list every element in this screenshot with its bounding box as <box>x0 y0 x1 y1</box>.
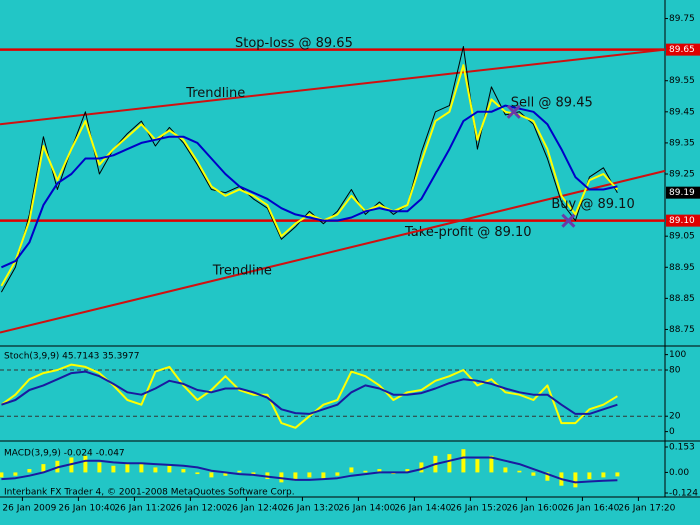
bar <box>489 455 494 473</box>
footer: Interbank FX Trader 4, © 2001-2008 MetaQ… <box>4 488 295 498</box>
price-box <box>666 43 700 56</box>
series-line <box>0 363 618 429</box>
y-tick-label: 89.75 <box>669 14 695 24</box>
price-box <box>666 214 700 227</box>
x-tick-label: 26 Jan 12:00 <box>170 504 227 514</box>
bar <box>97 462 102 473</box>
bar <box>307 472 312 478</box>
panel-title: MACD(3,9,9) -0.024 -0.047 <box>4 449 125 459</box>
x-tick-label: 26 Jan 11:20 <box>114 504 171 514</box>
x-tick-label: 26 Jan 14:00 <box>338 504 395 514</box>
annotation: Trendline <box>185 86 245 101</box>
series-line <box>0 104 618 269</box>
y-tick-label: 88.95 <box>669 263 695 273</box>
bar <box>13 472 18 476</box>
bar <box>181 469 186 473</box>
bar <box>447 454 452 473</box>
bar <box>531 472 536 476</box>
bar <box>461 449 466 473</box>
bar <box>405 469 410 473</box>
bar <box>419 462 424 473</box>
y-tick-label: 80 <box>669 366 681 376</box>
bar <box>41 464 46 473</box>
x-tick-label: 26 Jan 12:40 <box>226 504 283 514</box>
price-box-label: 89.10 <box>669 216 695 226</box>
y-tick-label: 88.85 <box>669 294 695 304</box>
y-tick-label: 100 <box>669 350 686 360</box>
bar <box>573 472 578 488</box>
bar <box>27 469 32 473</box>
annotation: Trendline <box>212 263 272 278</box>
price-box <box>666 186 700 199</box>
price-box-label: 89.65 <box>669 45 695 55</box>
x-tick-label: 26 Jan 13:20 <box>282 504 339 514</box>
y-tick-label: 89.35 <box>669 138 695 148</box>
bar <box>545 472 550 481</box>
bar <box>517 470 522 473</box>
y-tick-label: 89.05 <box>669 232 695 242</box>
annotation: Buy @ 89.10 <box>551 197 634 212</box>
bar <box>237 470 242 473</box>
series-line <box>1 370 618 415</box>
bar <box>587 472 592 480</box>
bar <box>321 472 326 480</box>
annotation: Take-profit @ 89.10 <box>404 225 532 240</box>
y-tick-label: 89.45 <box>669 107 695 117</box>
panel-title: Stoch(3,9,9) 45.7143 35.3977 <box>4 352 139 362</box>
bar <box>223 472 228 476</box>
bar <box>615 472 620 477</box>
bar <box>0 472 4 478</box>
x-tick-label: 26 Jan 16:00 <box>506 504 563 514</box>
bar <box>475 459 480 473</box>
y-tick-label: 0 <box>669 427 675 437</box>
bar <box>377 469 382 473</box>
x-tick-label: 26 Jan 14:40 <box>394 504 451 514</box>
bar <box>111 465 116 473</box>
bar <box>83 455 88 473</box>
bar <box>503 467 508 473</box>
bar <box>601 472 606 478</box>
bar <box>293 472 298 481</box>
bar <box>209 472 214 478</box>
bar <box>153 467 158 473</box>
x-tick-label: 26 Jan 10:40 <box>58 504 115 514</box>
bar <box>167 465 172 473</box>
trendline <box>0 169 666 334</box>
bar <box>139 462 144 473</box>
bar <box>363 470 368 473</box>
annotation: Sell @ 89.45 <box>511 95 593 110</box>
x-tick-label: 26 Jan 17:20 <box>618 504 675 514</box>
bar <box>335 472 340 476</box>
trade-marker <box>506 104 521 119</box>
y-tick-label: 89.55 <box>669 76 695 86</box>
series-line <box>1 456 618 484</box>
bar <box>349 467 354 473</box>
y-tick-label: 20 <box>669 412 681 422</box>
annotation: Stop-loss @ 89.65 <box>235 36 353 51</box>
price-box-label: 89.19 <box>669 188 695 198</box>
x-tick-label: 26 Jan 2009 <box>2 504 56 514</box>
trendline <box>0 48 666 126</box>
y-tick-label: 0.153 <box>669 443 695 453</box>
x-tick-label: 26 Jan 16:40 <box>562 504 619 514</box>
bar <box>125 464 130 473</box>
y-tick-label: 0.00 <box>669 468 689 478</box>
bar <box>195 472 200 475</box>
y-tick-label: 89.25 <box>669 170 695 180</box>
y-tick-label: -0.124 <box>669 489 698 499</box>
trade-marker <box>561 213 576 228</box>
y-tick-label: 88.75 <box>669 325 695 335</box>
x-tick-label: 26 Jan 15:20 <box>450 504 507 514</box>
